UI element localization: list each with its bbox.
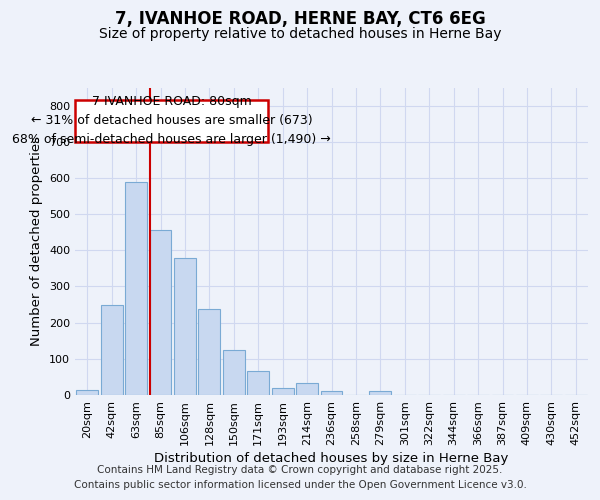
Text: Size of property relative to detached houses in Herne Bay: Size of property relative to detached ho…	[99, 27, 501, 41]
Bar	[272, 388, 293, 395]
Text: 7, IVANHOE ROAD, HERNE BAY, CT6 6EG: 7, IVANHOE ROAD, HERNE BAY, CT6 6EG	[115, 10, 485, 28]
Bar	[296, 384, 318, 395]
Bar	[149, 230, 172, 395]
Y-axis label: Number of detached properties: Number of detached properties	[31, 136, 43, 346]
Text: 7 IVANHOE ROAD: 80sqm
← 31% of detached houses are smaller (673)
68% of semi-det: 7 IVANHOE ROAD: 80sqm ← 31% of detached …	[12, 96, 331, 146]
Bar	[223, 350, 245, 395]
X-axis label: Distribution of detached houses by size in Herne Bay: Distribution of detached houses by size …	[154, 452, 509, 465]
Bar	[199, 310, 220, 395]
Text: Contains HM Land Registry data © Crown copyright and database right 2025.
Contai: Contains HM Land Registry data © Crown c…	[74, 465, 526, 490]
Bar	[101, 304, 122, 395]
Bar	[247, 372, 269, 395]
Bar	[76, 390, 98, 395]
Bar	[320, 392, 343, 395]
Bar	[75, 100, 268, 142]
Bar	[125, 182, 147, 395]
Bar	[370, 392, 391, 395]
Bar	[174, 258, 196, 395]
